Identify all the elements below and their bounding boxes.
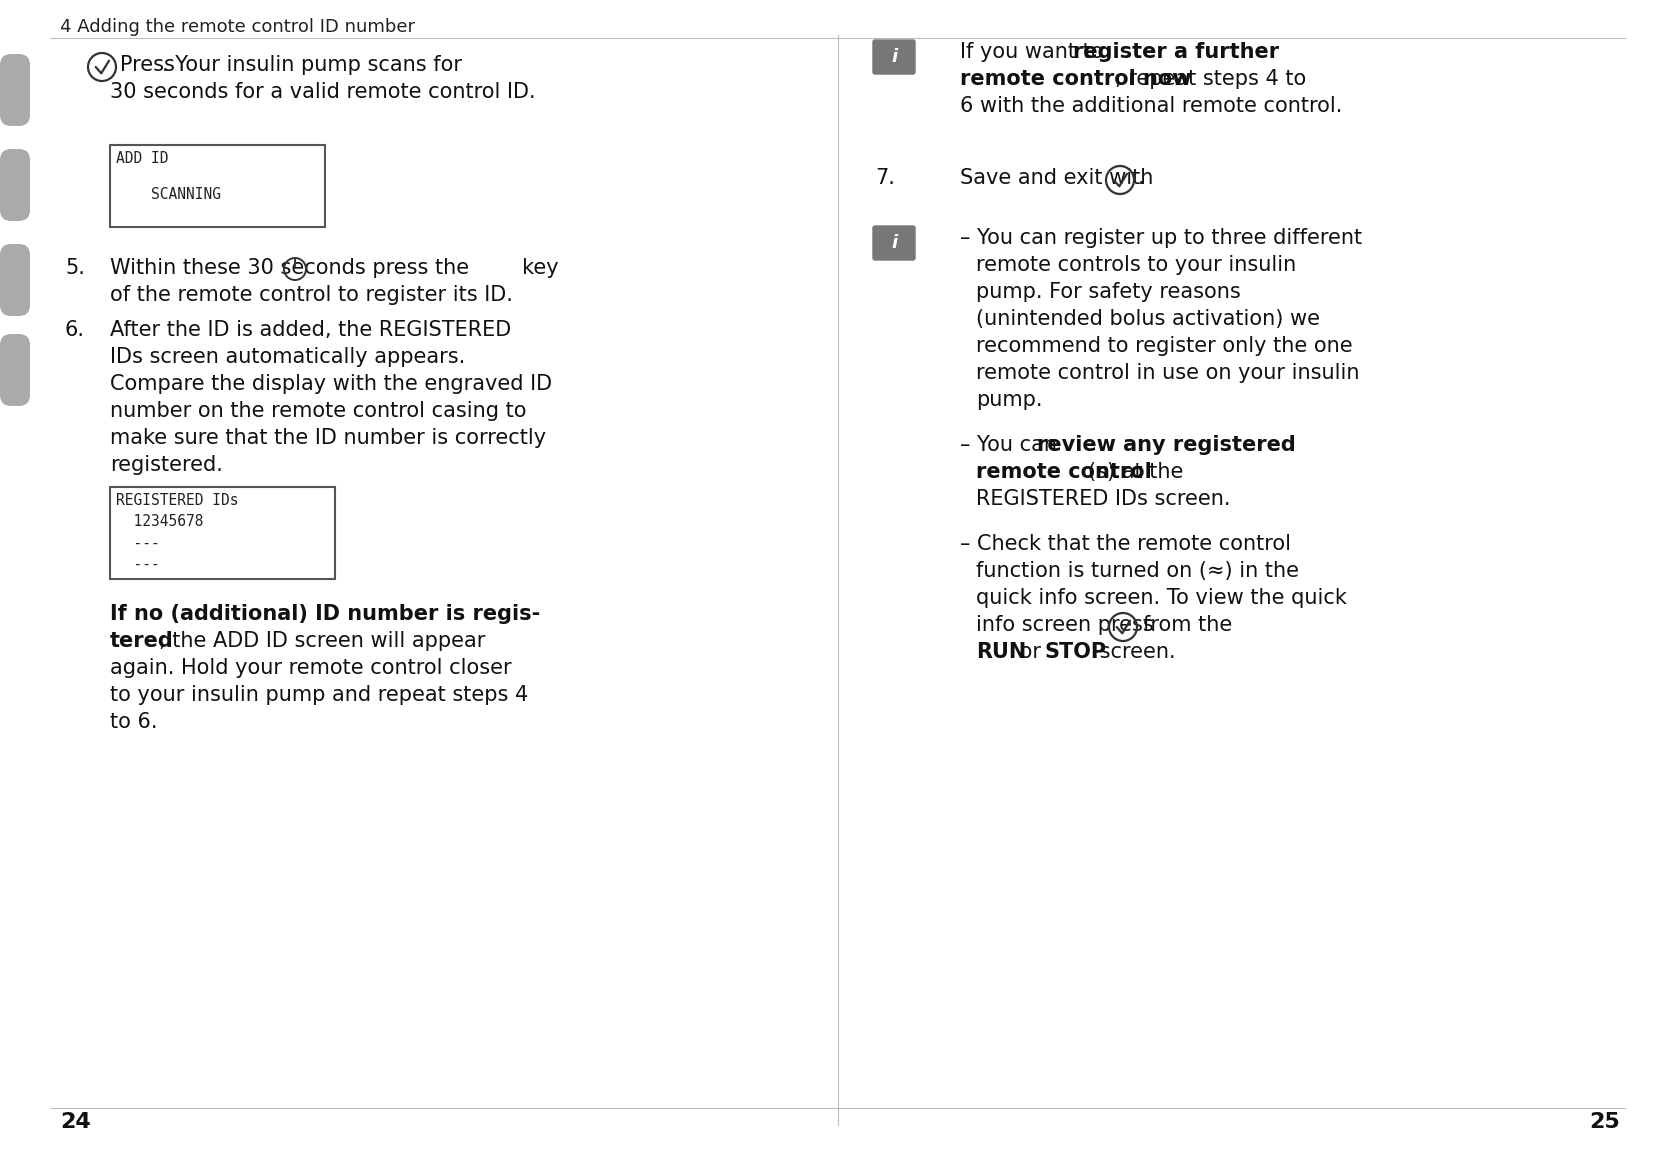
Text: recommend to register only the one: recommend to register only the one: [977, 336, 1353, 356]
Text: STOP: STOP: [1044, 641, 1106, 662]
Text: remote control: remote control: [977, 462, 1152, 483]
Bar: [111, 145, 325, 227]
Text: 6 with the additional remote control.: 6 with the additional remote control.: [960, 96, 1342, 116]
Text: to 6.: to 6.: [111, 712, 157, 732]
Text: RUN: RUN: [977, 641, 1027, 662]
Text: registered.: registered.: [111, 455, 223, 474]
Text: Compare the display with the engraved ID: Compare the display with the engraved ID: [111, 374, 553, 394]
Text: make sure that the ID number is correctly: make sure that the ID number is correctl…: [111, 428, 546, 448]
Text: SCANNING: SCANNING: [116, 187, 221, 202]
Text: remote control now: remote control now: [960, 68, 1191, 89]
Text: – You can register up to three different: – You can register up to three different: [960, 229, 1362, 248]
FancyBboxPatch shape: [0, 334, 30, 406]
Text: ---: ---: [116, 536, 159, 551]
Text: screen.: screen.: [1094, 641, 1176, 662]
Text: info screen press: info screen press: [977, 615, 1154, 635]
FancyBboxPatch shape: [0, 244, 30, 316]
FancyBboxPatch shape: [873, 226, 915, 260]
Text: ADD ID: ADD ID: [116, 151, 169, 166]
Text: – Check that the remote control: – Check that the remote control: [960, 534, 1291, 554]
Text: 5.: 5.: [65, 258, 85, 278]
Text: 12345678: 12345678: [116, 514, 203, 529]
Text: ---: ---: [116, 557, 159, 572]
Text: After the ID is added, the REGISTERED: After the ID is added, the REGISTERED: [111, 320, 511, 340]
Text: pump.: pump.: [977, 390, 1042, 409]
Text: pump. For safety reasons: pump. For safety reasons: [977, 282, 1241, 302]
Text: REGISTERED IDs screen.: REGISTERED IDs screen.: [977, 490, 1231, 509]
Text: tered: tered: [111, 631, 174, 651]
FancyBboxPatch shape: [0, 148, 30, 222]
Text: If no (additional) ID number is regis-: If no (additional) ID number is regis-: [111, 604, 541, 624]
Text: review any registered: review any registered: [1037, 435, 1296, 455]
Text: Save and exit with: Save and exit with: [960, 168, 1154, 188]
Bar: [111, 487, 335, 579]
Text: .: .: [1137, 168, 1144, 188]
Text: Within these 30 seconds press the        key: Within these 30 seconds press the key: [111, 258, 559, 278]
Text: 6.: 6.: [65, 320, 85, 340]
Text: again. Hold your remote control closer: again. Hold your remote control closer: [111, 658, 511, 677]
Text: REGISTERED IDs: REGISTERED IDs: [116, 493, 238, 508]
Text: 25: 25: [1590, 1112, 1620, 1132]
Text: If you want to: If you want to: [960, 42, 1111, 61]
Text: , the ADD ID screen will appear: , the ADD ID screen will appear: [159, 631, 486, 651]
Text: function is turned on (≈) in the: function is turned on (≈) in the: [977, 561, 1300, 581]
Text: IDs screen automatically appears.: IDs screen automatically appears.: [111, 347, 466, 367]
Text: i: i: [891, 234, 898, 252]
Text: to your insulin pump and repeat steps 4: to your insulin pump and repeat steps 4: [111, 686, 528, 705]
Text: Press: Press: [121, 55, 174, 75]
Text: (unintended bolus activation) we: (unintended bolus activation) we: [977, 309, 1320, 329]
Text: number on the remote control casing to: number on the remote control casing to: [111, 401, 526, 421]
FancyBboxPatch shape: [873, 39, 915, 74]
Text: (s) at the: (s) at the: [1089, 462, 1183, 483]
Text: 24: 24: [60, 1112, 90, 1132]
FancyBboxPatch shape: [0, 55, 30, 126]
Text: . Your insulin pump scans for: . Your insulin pump scans for: [162, 55, 462, 75]
Text: 7.: 7.: [874, 168, 894, 188]
Text: 4 Adding the remote control ID number: 4 Adding the remote control ID number: [60, 19, 415, 36]
Text: 30 seconds for a valid remote control ID.: 30 seconds for a valid remote control ID…: [111, 82, 536, 102]
Text: , repeat steps 4 to: , repeat steps 4 to: [1116, 68, 1306, 89]
Text: register a further: register a further: [1074, 42, 1280, 61]
Text: remote control in use on your insulin: remote control in use on your insulin: [977, 363, 1360, 383]
Text: of the remote control to register its ID.: of the remote control to register its ID…: [111, 285, 513, 305]
Text: or: or: [1013, 641, 1047, 662]
Text: remote controls to your insulin: remote controls to your insulin: [977, 255, 1296, 275]
Text: quick info screen. To view the quick: quick info screen. To view the quick: [977, 588, 1347, 608]
Text: from the: from the: [1142, 615, 1233, 635]
Text: – You can: – You can: [960, 435, 1064, 455]
Text: i: i: [891, 48, 898, 66]
